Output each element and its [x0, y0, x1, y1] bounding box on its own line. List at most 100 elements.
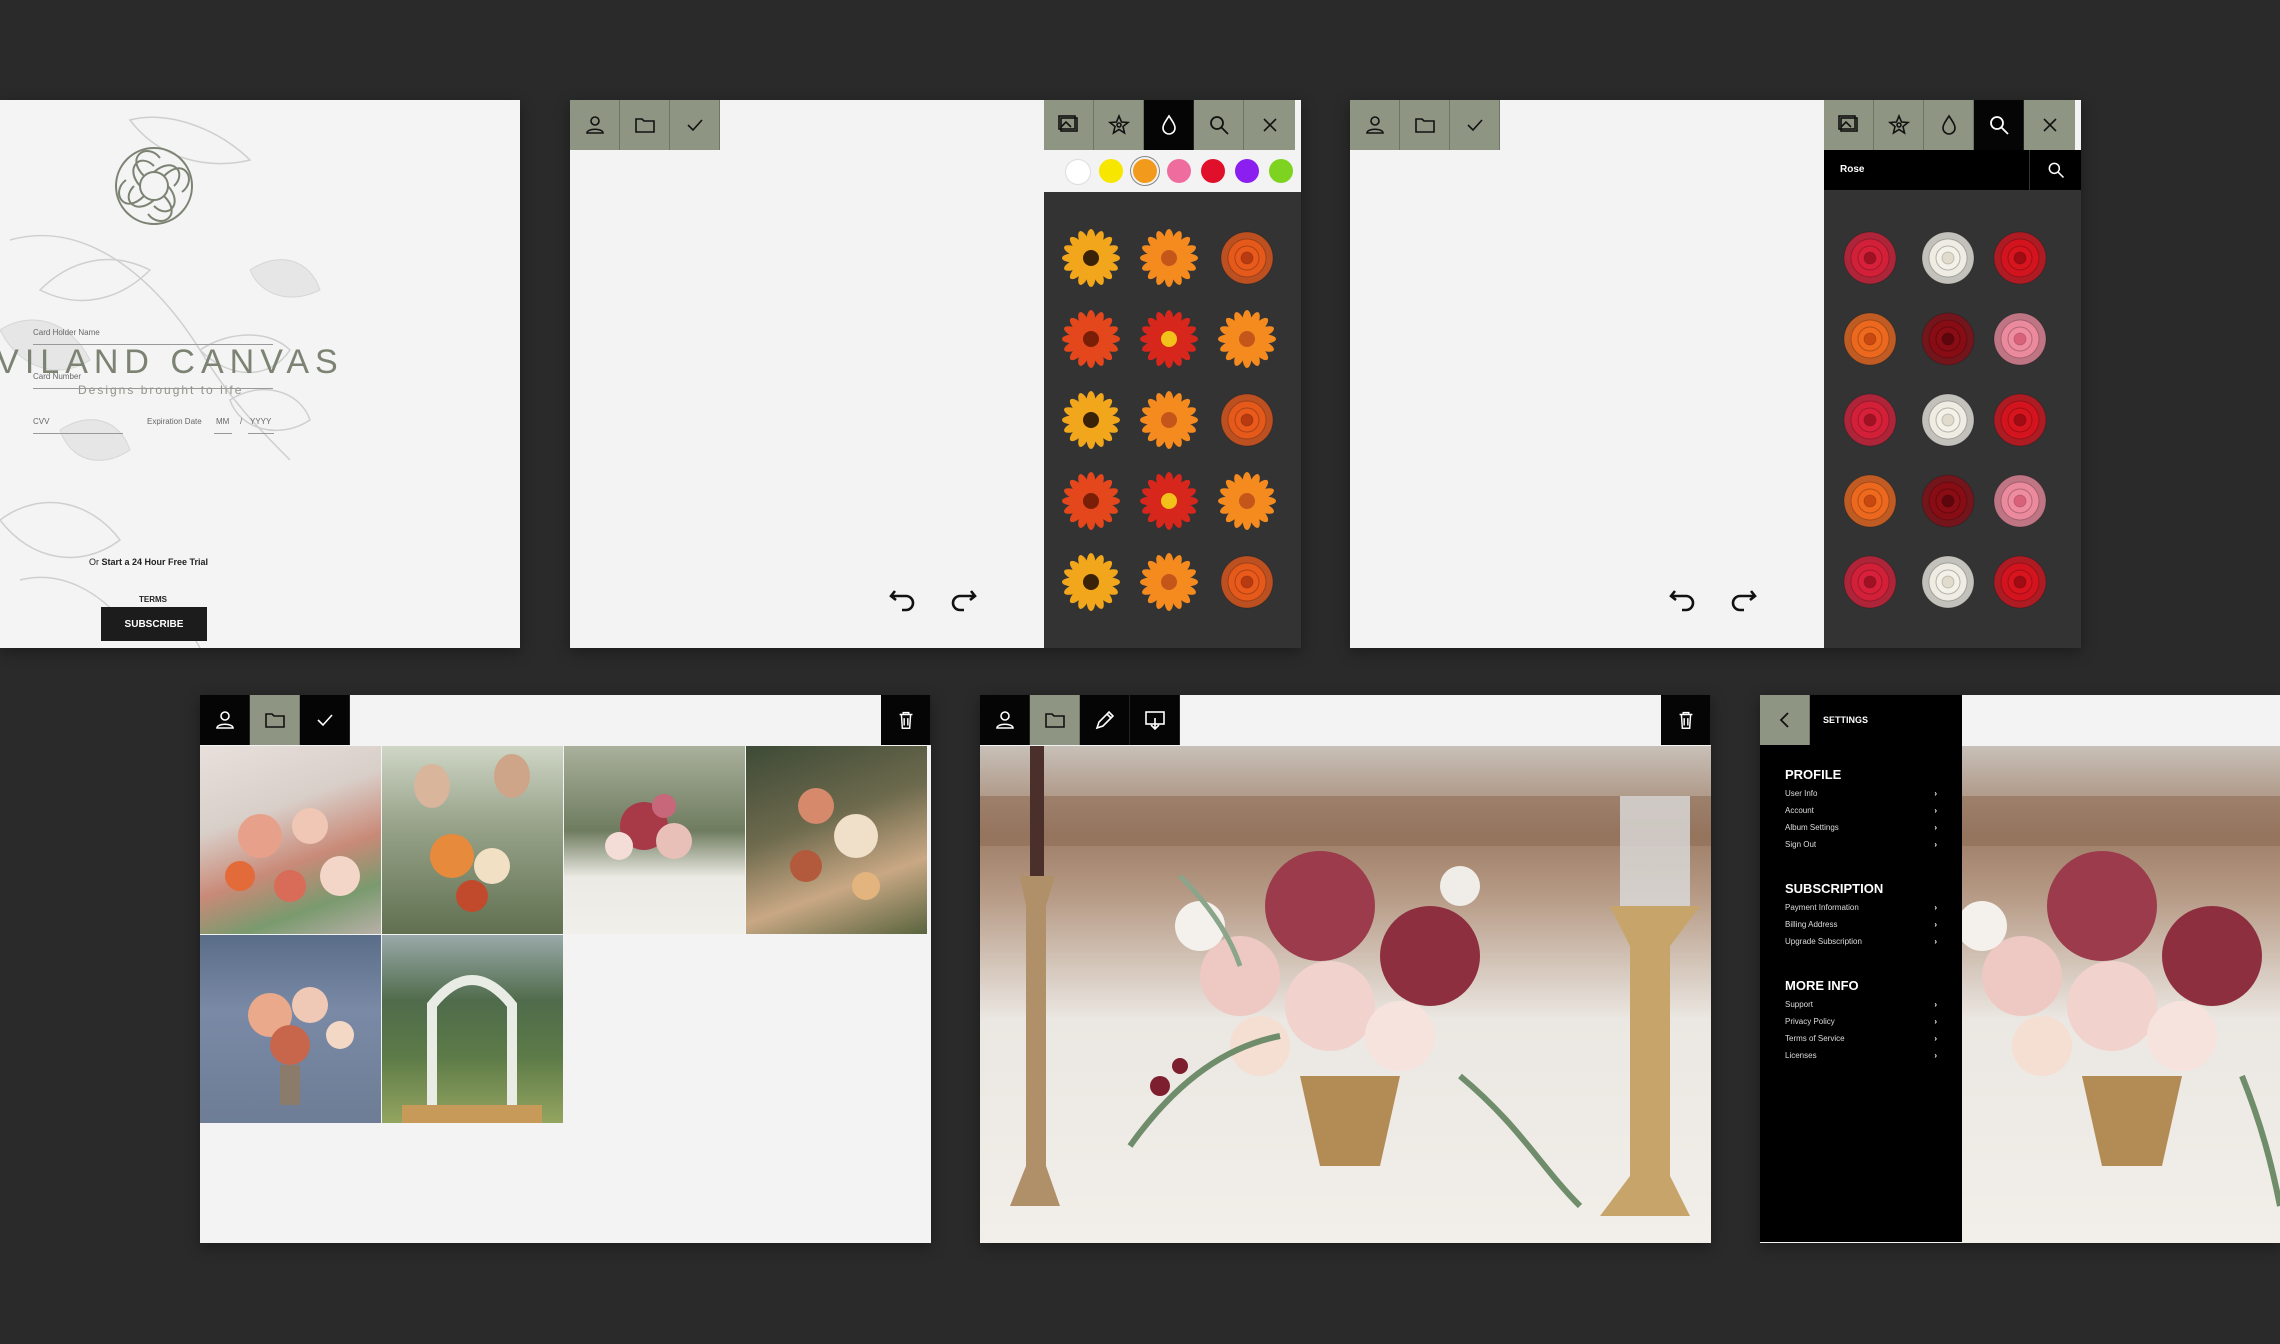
flower-option[interactable] [1137, 550, 1201, 619]
rose-option[interactable] [1916, 307, 1980, 376]
flower-icon [1107, 113, 1131, 137]
close-button[interactable] [2024, 100, 2075, 150]
flower-option[interactable] [1215, 550, 1279, 619]
chevron-right-icon: › [1934, 920, 1937, 929]
profile-button[interactable] [200, 695, 250, 745]
confirm-button[interactable] [300, 695, 350, 745]
redo-button[interactable] [948, 582, 978, 612]
cvv-field[interactable] [33, 433, 123, 434]
main-photo [980, 746, 1711, 1243]
undo-button[interactable] [1668, 582, 1698, 612]
rose-option[interactable] [1838, 388, 1902, 457]
gallery-photo[interactable] [564, 746, 745, 934]
profile-button[interactable] [1350, 100, 1400, 150]
folder-button[interactable] [1400, 100, 1450, 150]
undo-button[interactable] [888, 582, 918, 612]
search-tool-button[interactable] [1974, 100, 2024, 150]
download-button[interactable] [1130, 695, 1180, 745]
color-swatch[interactable] [1099, 159, 1123, 183]
gallery-photo[interactable] [382, 935, 563, 1123]
rose-option[interactable] [1916, 469, 1980, 538]
month-field[interactable] [214, 433, 232, 434]
search-tool-button[interactable] [1194, 100, 1244, 150]
color-swatch[interactable] [1133, 159, 1157, 183]
redo-button[interactable] [1728, 582, 1758, 612]
undo-icon [888, 582, 918, 612]
image-tool-button[interactable] [1044, 100, 1094, 150]
settings-item[interactable]: Terms of Service › [1785, 1034, 1937, 1043]
year-field[interactable] [248, 433, 274, 434]
flower-option[interactable] [1059, 469, 1123, 538]
rose-option[interactable] [1838, 226, 1902, 295]
gallery-photo[interactable] [200, 746, 381, 934]
card-holder-field[interactable] [33, 344, 273, 345]
settings-item[interactable]: User Info › [1785, 789, 1937, 798]
color-tool-button[interactable] [1144, 100, 1194, 150]
confirm-button[interactable] [1450, 100, 1500, 150]
close-button[interactable] [1244, 100, 1295, 150]
color-swatch[interactable] [1167, 159, 1191, 183]
profile-button[interactable] [980, 695, 1030, 745]
rose-option[interactable] [1838, 550, 1902, 619]
settings-item[interactable]: Album Settings › [1785, 823, 1937, 832]
delete-button[interactable] [1661, 695, 1711, 745]
gallery-photo[interactable] [746, 746, 927, 934]
rose-option[interactable] [1988, 550, 2052, 619]
flower-option[interactable] [1215, 307, 1279, 376]
flower-option[interactable] [1137, 388, 1201, 457]
flower-option[interactable] [1059, 550, 1123, 619]
gallery-photo[interactable] [382, 746, 563, 934]
color-swatch[interactable] [1269, 159, 1293, 183]
search-input[interactable]: Rose [1824, 150, 2029, 190]
flower-option[interactable] [1059, 388, 1123, 457]
search-submit-button[interactable] [2030, 150, 2081, 190]
rose-option[interactable] [1916, 388, 1980, 457]
folder-button[interactable] [1030, 695, 1080, 745]
settings-item[interactable]: Payment Information › [1785, 903, 1937, 912]
color-swatch[interactable] [1235, 159, 1259, 183]
rose-option[interactable] [1988, 388, 2052, 457]
rose-option[interactable] [1916, 550, 1980, 619]
image-tool-button[interactable] [1824, 100, 1874, 150]
rose-option[interactable] [1988, 469, 2052, 538]
flower-option[interactable] [1059, 226, 1123, 295]
settings-item[interactable]: Sign Out › [1785, 840, 1937, 849]
edit-button[interactable] [1080, 695, 1130, 745]
flower-option[interactable] [1215, 469, 1279, 538]
delete-button[interactable] [881, 695, 931, 745]
settings-item-label: Licenses [1785, 1051, 1817, 1060]
flower-tool-button[interactable] [1094, 100, 1144, 150]
settings-item[interactable]: Licenses › [1785, 1051, 1937, 1060]
flower-option[interactable] [1137, 469, 1201, 538]
color-tool-button[interactable] [1924, 100, 1974, 150]
profile-button[interactable] [570, 100, 620, 150]
user-icon [583, 113, 607, 137]
flower-option[interactable] [1059, 307, 1123, 376]
rose-option[interactable] [1988, 307, 2052, 376]
flower-option[interactable] [1137, 226, 1201, 295]
color-swatch[interactable] [1065, 159, 1091, 185]
card-number-field[interactable] [33, 388, 273, 389]
flower-option[interactable] [1215, 388, 1279, 457]
settings-item[interactable]: Billing Address › [1785, 920, 1937, 929]
back-button[interactable] [1760, 695, 1810, 745]
color-swatch[interactable] [1201, 159, 1225, 183]
settings-item[interactable]: Account › [1785, 806, 1937, 815]
free-trial-link[interactable]: Start a 24 Hour Free Trial [101, 557, 209, 567]
folder-button[interactable] [620, 100, 670, 150]
terms-link[interactable]: TERMS [139, 595, 167, 604]
settings-item[interactable]: Support › [1785, 1000, 1937, 1009]
gallery-photo[interactable] [200, 935, 381, 1123]
rose-option[interactable] [1988, 226, 2052, 295]
rose-option[interactable] [1838, 307, 1902, 376]
settings-item[interactable]: Upgrade Subscription › [1785, 937, 1937, 946]
flower-tool-button[interactable] [1874, 100, 1924, 150]
subscribe-button[interactable]: SUBSCRIBE [101, 607, 207, 641]
rose-option[interactable] [1916, 226, 1980, 295]
settings-item[interactable]: Privacy Policy › [1785, 1017, 1937, 1026]
flower-option[interactable] [1215, 226, 1279, 295]
confirm-button[interactable] [670, 100, 720, 150]
folder-button[interactable] [250, 695, 300, 745]
rose-option[interactable] [1838, 469, 1902, 538]
flower-option[interactable] [1137, 307, 1201, 376]
